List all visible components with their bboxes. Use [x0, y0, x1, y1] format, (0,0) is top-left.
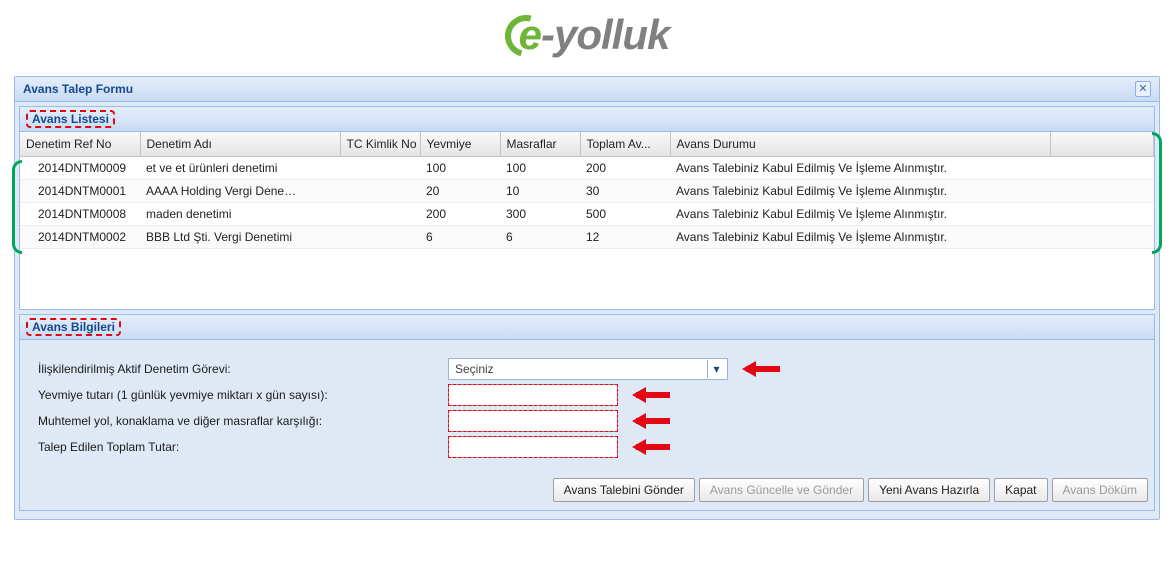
table-cell: 2014DNTM0001 — [20, 180, 140, 203]
table-cell: Avans Talebiniz Kabul Edilmiş Ve İşleme … — [670, 180, 1050, 203]
table-cell: maden denetimi — [140, 203, 340, 226]
brand-logo: e-yolluk — [505, 11, 670, 59]
table-row[interactable]: 2014DNTM0008maden denetimi 200300500Avans… — [20, 203, 1154, 226]
table-cell: 2014DNTM0009 — [20, 157, 140, 180]
right-bracket-annotation — [1152, 132, 1162, 254]
swoosh-icon — [497, 7, 554, 64]
yeni-avans-button[interactable]: Yeni Avans Hazırla — [868, 478, 990, 502]
panel-header: Avans Talep Formu ✕ — [15, 77, 1159, 102]
table-cell: 30 — [580, 180, 670, 203]
avans-bilgileri-header: Avans Bilgileri — [20, 315, 1154, 340]
column-header[interactable]: Avans Durumu — [670, 132, 1050, 157]
arrow-annotation — [734, 362, 780, 376]
table-cell: 200 — [420, 203, 500, 226]
table-cell — [340, 226, 420, 249]
close-icon[interactable]: ✕ — [1135, 81, 1151, 97]
column-header[interactable]: Yevmiye — [420, 132, 500, 157]
table-cell: 20 — [420, 180, 500, 203]
chevron-down-icon[interactable]: ▾ — [707, 360, 725, 378]
gorev-label: İlişkilendirilmiş Aktif Denetim Görevi: — [38, 362, 448, 376]
yevmiye-input[interactable] — [448, 384, 618, 406]
masraf-input[interactable] — [448, 410, 618, 432]
table-cell: 2014DNTM0002 — [20, 226, 140, 249]
avans-grid: Denetim Ref NoDenetim AdıTC Kimlik NoYev… — [20, 132, 1154, 309]
table-cell: 10 — [500, 180, 580, 203]
avans-listesi-panel: Avans Listesi Denetim Ref NoDenetim AdıT… — [19, 106, 1155, 310]
avans-bilgileri-form: İlişkilendirilmiş Aktif Denetim Görevi: … — [20, 340, 1154, 472]
table-cell: Avans Talebiniz Kabul Edilmiş Ve İşleme … — [670, 226, 1050, 249]
arrow-annotation — [624, 440, 670, 454]
table-cell: Avans Talebiniz Kabul Edilmiş Ve İşleme … — [670, 157, 1050, 180]
kapat-button[interactable]: Kapat — [994, 478, 1047, 502]
arrow-annotation — [624, 414, 670, 428]
button-bar: Avans Talebini Gönder Avans Güncelle ve … — [20, 472, 1154, 510]
table-cell: 200 — [580, 157, 670, 180]
table-cell: 500 — [580, 203, 670, 226]
panel-title: Avans Talep Formu — [23, 82, 133, 96]
avans-bilgileri-panel: Avans Bilgileri İlişkilendirilmiş Aktif … — [19, 314, 1155, 511]
toplam-label: Talep Edilen Toplam Tutar: — [38, 440, 448, 454]
table-cell: BBB Ltd Şti. Vergi Denetimi — [140, 226, 340, 249]
table-cell — [340, 157, 420, 180]
table-cell: 2014DNTM0008 — [20, 203, 140, 226]
column-header[interactable]: Masraflar — [500, 132, 580, 157]
gorev-combo-text: Seçiniz — [455, 362, 494, 376]
table-row[interactable]: 2014DNTM0001AAAA Holding Vergi Dene… 2010… — [20, 180, 1154, 203]
table-cell: 100 — [500, 157, 580, 180]
yevmiye-label: Yevmiye tutarı (1 günlük yevmiye miktarı… — [38, 388, 448, 402]
column-header[interactable]: Toplam Av... — [580, 132, 670, 157]
table-cell: 100 — [420, 157, 500, 180]
table-cell: AAAA Holding Vergi Dene… — [140, 180, 340, 203]
left-bracket-annotation — [12, 160, 22, 254]
avans-guncelle-button[interactable]: Avans Güncelle ve Gönder — [699, 478, 864, 502]
logo-bar: e-yolluk — [0, 0, 1174, 70]
table-cell — [340, 203, 420, 226]
avans-bilgileri-title: Avans Bilgileri — [26, 318, 121, 336]
table-cell: Avans Talebiniz Kabul Edilmiş Ve İşleme … — [670, 203, 1050, 226]
column-header[interactable]: Denetim Adı — [140, 132, 340, 157]
table-cell: 12 — [580, 226, 670, 249]
table-cell — [340, 180, 420, 203]
avans-listesi-title: Avans Listesi — [26, 110, 115, 128]
table-cell: 6 — [500, 226, 580, 249]
arrow-annotation — [624, 388, 670, 402]
masraf-label: Muhtemel yol, konaklama ve diğer masrafl… — [38, 414, 448, 428]
avans-dokum-button[interactable]: Avans Döküm — [1052, 478, 1148, 502]
avans-talep-formu-panel: Avans Talep Formu ✕ Avans Listesi Deneti… — [14, 76, 1160, 520]
column-header[interactable]: TC Kimlik No — [340, 132, 420, 157]
table-row[interactable]: 2014DNTM0002BBB Ltd Şti. Vergi Denetimi 6… — [20, 226, 1154, 249]
table-cell: et ve et ürünleri denetimi — [140, 157, 340, 180]
table-cell: 300 — [500, 203, 580, 226]
table-cell: 6 — [420, 226, 500, 249]
column-header[interactable]: Denetim Ref No — [20, 132, 140, 157]
gorev-combo[interactable]: Seçiniz ▾ — [448, 358, 728, 380]
table-row[interactable]: 2014DNTM0009et ve et ürünleri denetimi 10… — [20, 157, 1154, 180]
avans-listesi-header: Avans Listesi — [20, 107, 1154, 132]
toplam-input[interactable] — [448, 436, 618, 458]
avans-gonder-button[interactable]: Avans Talebini Gönder — [553, 478, 695, 502]
